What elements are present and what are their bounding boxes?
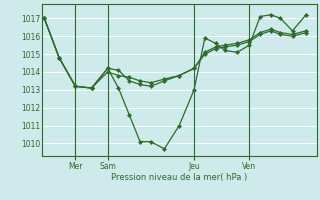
X-axis label: Pression niveau de la mer( hPa ): Pression niveau de la mer( hPa ) bbox=[111, 173, 247, 182]
